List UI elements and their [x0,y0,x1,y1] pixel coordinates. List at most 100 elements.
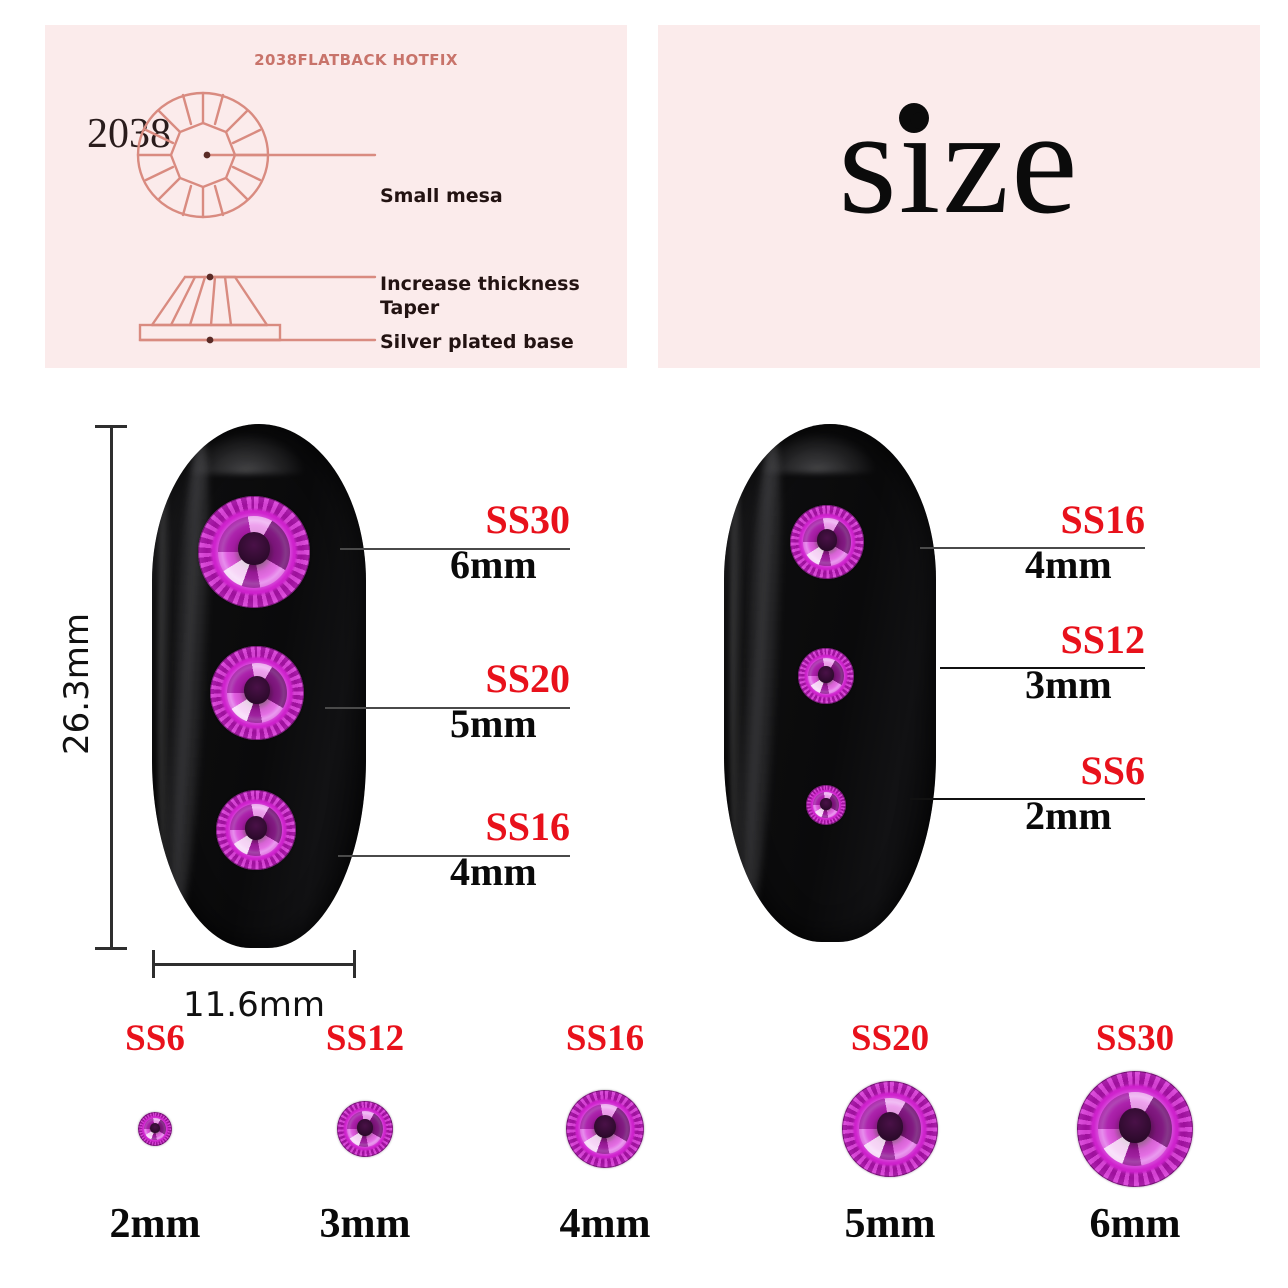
stone-culet [243,676,271,705]
callout-mm-label: 3mm [1025,662,1112,707]
leader-line-ss20 [325,707,570,709]
diagram-label-taper: Taper [380,297,440,319]
stone-rim [198,496,310,608]
stone-rim [566,1090,644,1168]
stone-culet [244,815,268,840]
stone-culet [357,1118,373,1136]
callout-ss-label: SS30 [485,497,571,542]
dimension-cap-left [152,950,155,978]
stone-culet [820,797,832,810]
stone-culet [816,528,838,551]
stone-culet [1118,1108,1152,1143]
legend-stone-wrap [505,1069,705,1189]
legend-item-ss16: SS16 4mm [505,1020,705,1245]
stone-rim [337,1101,393,1157]
nail-gloss-edge [730,455,744,911]
nail-gloss-top [186,431,307,474]
callout-right-ss6: SS6 2mm [1025,751,1145,836]
stone-culet [818,665,834,683]
diagram-label-small-mesa: Small mesa [380,185,503,207]
rhinestone-ss16-on-nail [216,790,296,870]
leader-line-ss16 [338,855,570,857]
callout-ss-label: SS16 [485,804,571,849]
size-i-dot-icon [899,103,929,133]
stone-rim [1077,1071,1193,1187]
dimension-label-width: 11.6mm [183,985,325,1025]
stone-rim [806,785,846,825]
leader-line-right-ss16 [920,547,1145,549]
legend-ss-label: SS12 [325,1018,405,1059]
callout-ss-label: SS16 [1060,497,1146,542]
legend-stone-wrap [55,1069,255,1189]
legend-ss-label: SS20 [850,1018,930,1059]
diagram-label-silver-plated-base: Silver plated base [380,331,574,353]
callout-ss20: SS20 5mm [450,659,570,744]
diagram-label-increase-thickness: Increase thickness [380,273,580,295]
rhinestone-ss20-on-nail [210,646,304,740]
legend-mm-label: 4mm [559,1201,651,1247]
product-diagram-panel: 2038FLATBACK HOTFIX 2038 [45,25,627,368]
legend-stone-wrap [265,1069,465,1189]
nail-gloss-edge [158,455,172,917]
leader-line-right-ss6 [910,798,1145,800]
legend-rhinestone-ss12 [337,1101,393,1157]
stone-rim [138,1112,172,1146]
rhinestone-ss6-on-nail-right [806,785,846,825]
callout-mm-label: 4mm [450,849,537,894]
rhinestone-ss30-on-nail [198,496,310,608]
legend-mm-label: 2mm [109,1201,201,1247]
stone-rim [790,505,864,579]
callout-mm-label: 2mm [1025,793,1112,838]
rhinestone-ss16-on-nail-right [790,505,864,579]
size-heading: size [838,79,1080,245]
legend-mm-label: 6mm [1089,1201,1181,1247]
legend-ss-label: SS30 [1095,1018,1175,1059]
stone-rim [798,648,854,704]
legend-rhinestone-ss30 [1077,1071,1193,1187]
size-heading-panel: size [658,25,1260,368]
stone-rim [216,790,296,870]
rhinestone-ss12-on-nail-right [798,648,854,704]
stone-rim [210,646,304,740]
stone-culet [594,1114,616,1139]
callout-right-ss12: SS12 3mm [1025,620,1145,705]
dimension-cap-bottom [95,947,127,950]
leader-line-right-ss12 [940,667,1145,669]
legend-stone-wrap [1035,1069,1235,1189]
callout-ss-label: SS6 [1080,748,1146,793]
legend-item-ss30: SS30 6mm [1035,1020,1235,1245]
dimension-cap-top [95,425,127,428]
flatback-technical-drawing [136,91,377,344]
callout-ss16: SS16 4mm [450,807,570,892]
callout-ss30: SS30 6mm [450,500,570,585]
legend-item-ss12: SS12 3mm [265,1020,465,1245]
callout-ss-label: SS20 [485,656,571,701]
dimension-line-width [152,963,356,966]
legend-mm-label: 3mm [319,1201,411,1247]
callout-mm-label: 4mm [1025,542,1112,587]
legend-item-ss20: SS20 5mm [790,1020,990,1245]
stone-culet [150,1122,160,1134]
nail-gloss-top [757,431,877,474]
dimension-cap-right [353,950,356,978]
dimension-line-height [110,425,113,950]
legend-rhinestone-ss6 [138,1112,172,1146]
callout-right-ss16: SS16 4mm [1025,500,1145,585]
legend-stone-wrap [790,1069,990,1189]
legend-rhinestone-ss20 [842,1081,938,1177]
callout-ss-label: SS12 [1060,617,1146,662]
legend-ss-label: SS6 [125,1018,185,1059]
stone-culet [876,1111,904,1141]
legend-ss-label: SS16 [565,1018,645,1059]
callout-mm-label: 6mm [450,542,537,587]
legend-mm-label: 5mm [844,1201,936,1247]
stone-rim [842,1081,938,1177]
stone-culet [238,531,270,566]
callout-mm-label: 5mm [450,701,537,746]
leader-line-ss30 [340,548,570,550]
diagram-title: 2038FLATBACK HOTFIX [254,51,458,69]
dimension-label-height: 26.3mm [57,613,97,755]
legend-item-ss6: SS6 2mm [55,1020,255,1245]
legend-rhinestone-ss16 [566,1090,644,1168]
